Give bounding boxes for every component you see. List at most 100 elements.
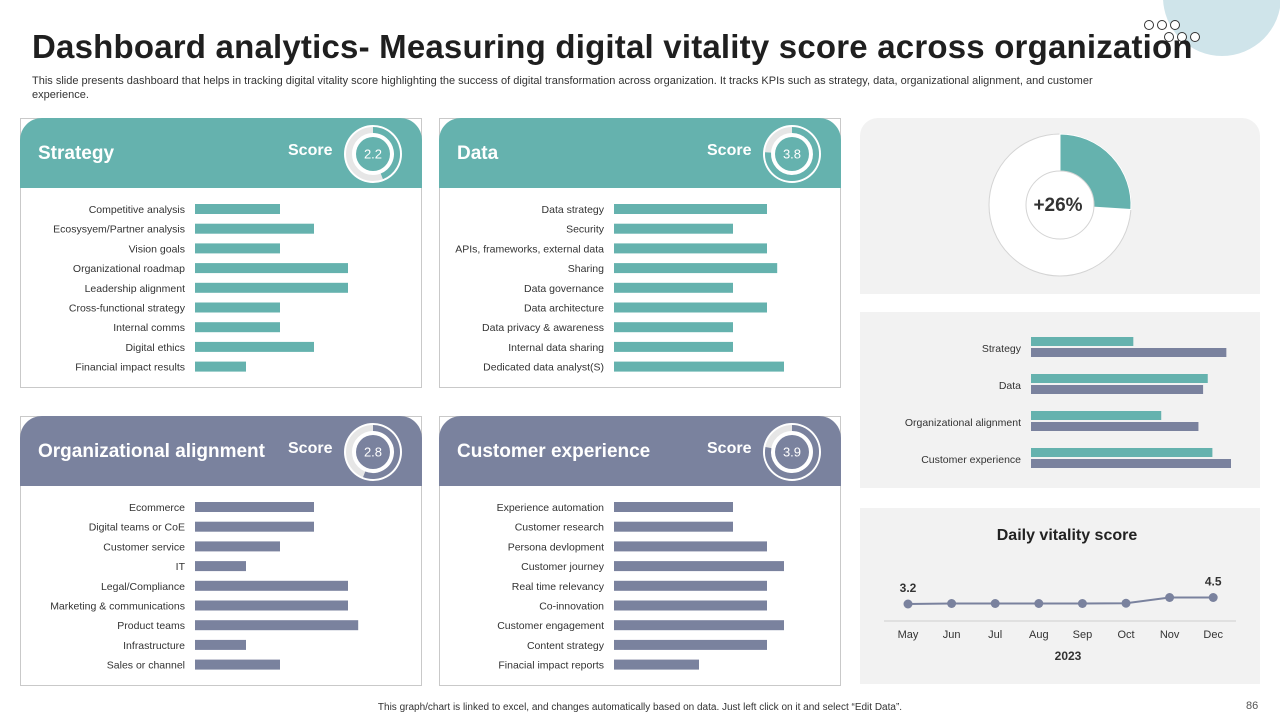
bar-label-experience-automation: Experience automation — [497, 502, 605, 514]
bar-label-content-strategy: Content strategy — [527, 640, 605, 652]
vitality-line — [907, 596, 1214, 605]
org-panel-header: Organizational alignment Score 2.8 — [20, 416, 422, 486]
comparison-bar-organizational-alignment-1 — [1031, 411, 1162, 420]
vitality-point-jul — [990, 599, 1000, 608]
bar-label-internal-comms: Internal comms — [113, 322, 185, 334]
vitality-point-may — [903, 599, 913, 609]
bar-security — [614, 223, 733, 234]
bar-real-time-relevancy — [614, 580, 767, 591]
bar-label-internal-data-sharing: Internal data sharing — [508, 342, 604, 354]
score-core — [356, 137, 390, 171]
data-panel-header: Data Score 3.8 — [439, 118, 841, 188]
bar-label-real-time-relevancy: Real time relevancy — [512, 581, 605, 593]
org-score-label: Score — [288, 440, 333, 457]
data-panel: Data Score 3.8 Data strategy Security APIs… — [439, 118, 841, 388]
vitality-title: Daily vitality score — [997, 527, 1138, 544]
comparison-label-customer-experience: Customer experience — [921, 454, 1021, 466]
comparison-label-strategy: Strategy — [982, 343, 1022, 355]
bar-sharing — [614, 263, 778, 274]
bar-it — [195, 561, 246, 572]
vitality-point-nov — [1165, 593, 1175, 602]
org-score-donut: 2.8 — [344, 423, 402, 481]
bar-vision-goals — [195, 243, 280, 254]
bar-finacial-impact-reports — [614, 659, 699, 670]
growth-donut-chart: +26% — [988, 133, 1132, 277]
bar-label-product-teams: Product teams — [117, 620, 185, 632]
comparison-bar-data-2 — [1031, 385, 1204, 394]
vitality-tick-jul: Jul — [988, 629, 1002, 641]
bar-label-persona-devlopment: Persona devlopment — [508, 541, 604, 553]
score-core — [775, 137, 809, 171]
bar-label-dedicated-data-analyst-s: Dedicated data analyst(S) — [483, 362, 604, 374]
bar-label-co-innovation: Co-innovation — [539, 601, 604, 613]
vitality-xlabel: 2023 — [1055, 649, 1082, 663]
org-bar-chart: Ecommerce Digital teams or CoE Customer se… — [50, 502, 359, 672]
growth-label: +26% — [1033, 195, 1082, 216]
comparison-bar-data-1 — [1031, 374, 1208, 383]
vitality-point-dec — [1208, 593, 1218, 602]
bar-customer-engagement — [614, 620, 784, 631]
org-panel: Organizational alignment Score 2.8 Ecomm… — [20, 416, 422, 686]
comparison-box: Strategy Data Organizational alignment Cust… — [860, 312, 1260, 488]
bar-digital-teams-or-coe — [195, 521, 314, 532]
bar-internal-comms — [195, 322, 280, 333]
data-panel-title: Data — [457, 143, 499, 164]
bar-product-teams — [195, 620, 359, 631]
bar-label-customer-research: Customer research — [515, 522, 604, 534]
strategy-score-label: Score — [288, 142, 333, 159]
page-subtitle: This slide presents dashboard that helps… — [32, 75, 1093, 101]
bar-label-infrastructure: Infrastructure — [123, 640, 185, 652]
comparison-label-data: Data — [999, 380, 1021, 392]
data-score-value: 3.8 — [783, 147, 801, 162]
bar-experience-automation — [614, 502, 733, 512]
bar-label-it: IT — [176, 561, 186, 573]
comparison-bar-organizational-alignment-2 — [1031, 422, 1199, 431]
bar-label-competitive-analysis: Competitive analysis — [89, 204, 185, 216]
cx-score-arc — [765, 425, 819, 479]
bar-organizational-roadmap — [195, 263, 348, 274]
strategy-panel: Strategy Score 2.2 Competitive analysis E… — [20, 118, 422, 388]
bar-label-customer-service: Customer service — [103, 541, 185, 553]
org-score-arc — [363, 425, 400, 479]
bar-label-data-governance: Data governance — [524, 283, 604, 295]
cx-panel-title: Customer experience — [457, 441, 651, 462]
page-number: 86 — [1246, 700, 1259, 712]
bar-label-vision-goals: Vision goals — [129, 243, 185, 255]
cx-bar-chart: Experience automation Customer research Pe… — [497, 502, 784, 672]
strategy-panel-header: Strategy Score 2.2 — [20, 118, 422, 188]
vitality-data-label-may: 3.2 — [900, 581, 917, 595]
cx-score-label: Score — [707, 440, 752, 457]
vitality-tick-aug: Aug — [1029, 629, 1049, 641]
bar-label-marketing-communications: Marketing & communications — [50, 601, 185, 613]
data-score-arc — [765, 127, 819, 181]
bar-legal-compliance — [195, 580, 348, 591]
vitality-tick-nov: Nov — [1160, 629, 1180, 641]
strategy-score-arc — [372, 127, 400, 180]
vitality-tick-may: May — [898, 629, 919, 641]
bar-data-architecture — [614, 302, 767, 313]
bar-customer-journey — [614, 561, 784, 572]
bar-label-security: Security — [566, 224, 605, 236]
bar-label-leadership-alignment: Leadership alignment — [85, 283, 185, 295]
bar-label-sales-or-channel: Sales or channel — [107, 660, 185, 672]
bar-label-apis-frameworks-external-data: APIs, frameworks, external data — [455, 243, 604, 255]
data-score-label: Score — [707, 142, 752, 159]
score-core — [775, 435, 809, 469]
bar-apis-frameworks-external-data — [614, 243, 767, 254]
bar-label-digital-ethics: Digital ethics — [125, 342, 185, 354]
vitality-box: Daily vitality score 2023 May Jun Jul Aug Se… — [860, 508, 1260, 684]
cx-panel-header: Customer experience Score 3.9 — [439, 416, 841, 486]
bar-internal-data-sharing — [614, 341, 733, 352]
bar-data-governance — [614, 282, 733, 293]
bar-label-ecosysyem-partner-analysis: Ecosysyem/Partner analysis — [53, 224, 185, 236]
vitality-point-sep — [1077, 599, 1087, 608]
bar-customer-research — [614, 521, 733, 532]
bar-customer-service — [195, 541, 280, 552]
bar-label-data-architecture: Data architecture — [524, 303, 604, 315]
comparison-bar-chart: Strategy Data Organizational alignment Cust… — [905, 337, 1231, 468]
bar-co-innovation — [614, 600, 767, 611]
strategy-bar-chart: Competitive analysis Ecosysyem/Partner an… — [53, 204, 348, 374]
strategy-score-donut: 2.2 — [344, 125, 402, 183]
bar-label-data-strategy: Data strategy — [542, 204, 605, 216]
bar-label-organizational-roadmap: Organizational roadmap — [73, 263, 185, 275]
